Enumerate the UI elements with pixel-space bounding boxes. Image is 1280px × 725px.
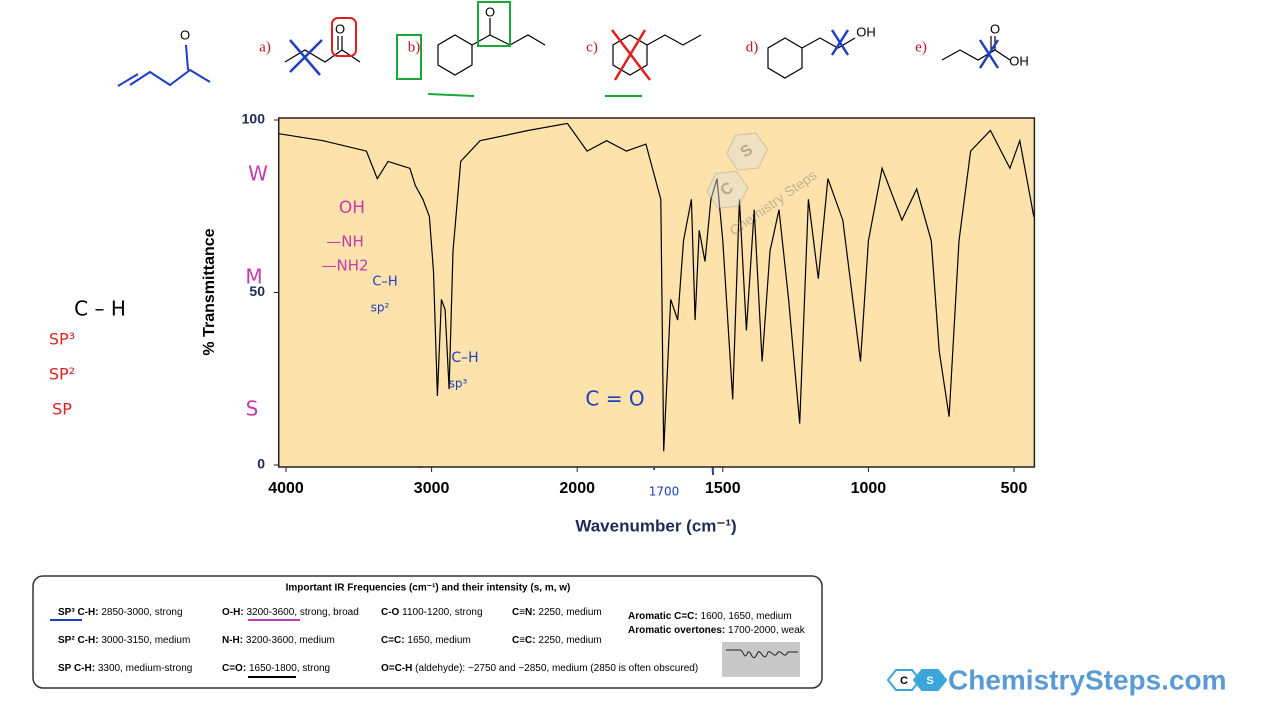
x-tick-label: 1000 <box>851 480 887 497</box>
badge-hex <box>706 170 749 209</box>
x-tick-label: 1500 <box>705 480 741 497</box>
logo-hex <box>912 669 948 691</box>
overtone-trace <box>726 649 798 659</box>
x-tick-label: 3000 <box>414 480 450 497</box>
cell-desc: 1650, medium <box>405 635 471 646</box>
handwritten-note: C–H <box>451 350 478 366</box>
table-cell: SP² C-H: 3000-3150, medium <box>58 635 190 646</box>
overtone-thumbnail <box>722 642 800 677</box>
cell-term: C≡C: <box>512 635 536 646</box>
cell-desc: 2850-3000, strong <box>99 607 183 618</box>
side-note: C – H <box>74 297 126 321</box>
side-note: SP <box>52 400 72 419</box>
handwritten-note: 1700 <box>649 485 680 499</box>
logo-letter: S <box>926 675 933 687</box>
y-tick-label: 100 <box>242 111 266 127</box>
option-label: b) <box>408 39 421 55</box>
table-cell: C=C: 1650, medium <box>381 635 471 646</box>
cell-term: SP² C-H: <box>58 635 99 646</box>
cell-desc: 1650-1800, strong <box>246 663 330 674</box>
handwritten-note: OH <box>339 198 365 218</box>
table-cell: SP C-H: 3300, medium-strong <box>58 663 192 674</box>
table-cell: N-H: 3200-3600, medium <box>222 635 335 646</box>
table-cell: SP³ C-H: 2850-3000, strong <box>58 607 183 618</box>
atom-label: O <box>990 21 1000 36</box>
spectrum <box>279 122 1035 452</box>
handwritten-note: W <box>248 162 268 186</box>
cell-term: Aromatic C=C: <box>628 611 698 622</box>
handwritten-note: C–H <box>372 275 397 290</box>
cell-desc: 1700-2000, weak <box>725 625 806 636</box>
cell-term: SP C-H: <box>58 663 95 674</box>
handwritten-note: sp³ <box>449 377 468 391</box>
table-cell: C=O: 1650-1800, strong <box>222 663 330 674</box>
y-tick-label: 0 <box>257 456 265 472</box>
atom-label: O <box>335 21 345 36</box>
cell-desc: 1600, 1650, medium <box>698 611 792 622</box>
option-label: d) <box>746 39 759 55</box>
cell-term: C-O <box>381 607 400 618</box>
molecule-drawings <box>117 1 1011 97</box>
atom-label: OH <box>856 24 876 39</box>
handwritten-note: M <box>245 265 262 289</box>
handwritten-note: —NH <box>326 233 364 251</box>
side-note: SP³ <box>49 330 75 349</box>
option-label: c) <box>586 39 598 55</box>
side-note: SP² <box>49 365 75 384</box>
logo: C S ChemistrySteps.com <box>886 664 1227 695</box>
x-axis-label: Wavenumber (cm⁻¹) <box>575 516 736 535</box>
table-cell: Aromatic C=C: 1600, 1650, medium <box>628 611 792 622</box>
cell-term: Aromatic overtones: <box>628 625 725 636</box>
cell-desc: (aldehyde): ~2750 and ~2850, medium (285… <box>412 663 698 674</box>
table-cell: C≡N: 2250, medium <box>512 607 602 618</box>
cell-desc: 2250, medium <box>536 607 602 618</box>
cell-term: C=C: <box>381 635 405 646</box>
cell-desc: 3200-3600, medium <box>243 635 335 646</box>
cell-desc: 3200-3600, strong, broad <box>244 607 359 618</box>
logo-letter: C <box>900 675 908 687</box>
cell-term: C=O: <box>222 663 246 674</box>
reference-box <box>32 575 823 689</box>
handwritten-note: S <box>246 397 259 421</box>
cell-desc: 2250, medium <box>536 635 602 646</box>
cell-term: SP³ C-H: <box>58 607 99 618</box>
cell-desc: 1100-1200, strong <box>399 607 482 618</box>
atom-label: OH <box>1009 53 1029 68</box>
cell-term: O=C-H <box>381 663 412 674</box>
atom-label: O <box>180 27 190 42</box>
logo-text: ChemistrySteps.com <box>948 664 1227 695</box>
badge-hex <box>725 132 769 171</box>
cell-term: O-H: <box>222 607 244 618</box>
cell-desc: 3000-3150, medium <box>99 635 191 646</box>
y-axis-label: % Transmittance <box>201 228 218 355</box>
plot-area <box>277 117 1036 468</box>
x-tick-label: 500 <box>1001 480 1028 497</box>
atom-label: O <box>485 4 495 19</box>
handwritten-note: C = O <box>585 387 644 411</box>
x-tick-label: 4000 <box>268 480 304 497</box>
y-tick-label: 50 <box>249 283 265 299</box>
table-cell: C-O 1100-1200, strong <box>381 607 483 618</box>
cell-term: N-H: <box>222 635 243 646</box>
table-title: Important IR Frequencies (cm⁻¹) and thei… <box>286 583 571 594</box>
cell-term: C≡N: <box>512 607 536 618</box>
handwritten-note: —NH2 <box>321 257 368 275</box>
option-label: a) <box>259 39 271 55</box>
table-cell: Aromatic overtones: 1700-2000, weak <box>628 625 806 636</box>
option-label: e) <box>915 39 927 55</box>
table-cell: C≡C: 2250, medium <box>512 635 602 646</box>
table-cell: O-H: 3200-3600, strong, broad <box>222 607 359 618</box>
cell-desc: 3300, medium-strong <box>95 663 192 674</box>
handwritten-note: sp² <box>371 301 390 315</box>
x-tick-label: 2000 <box>559 480 595 497</box>
table-cell: O=C-H (aldehyde): ~2750 and ~2850, mediu… <box>381 663 698 674</box>
